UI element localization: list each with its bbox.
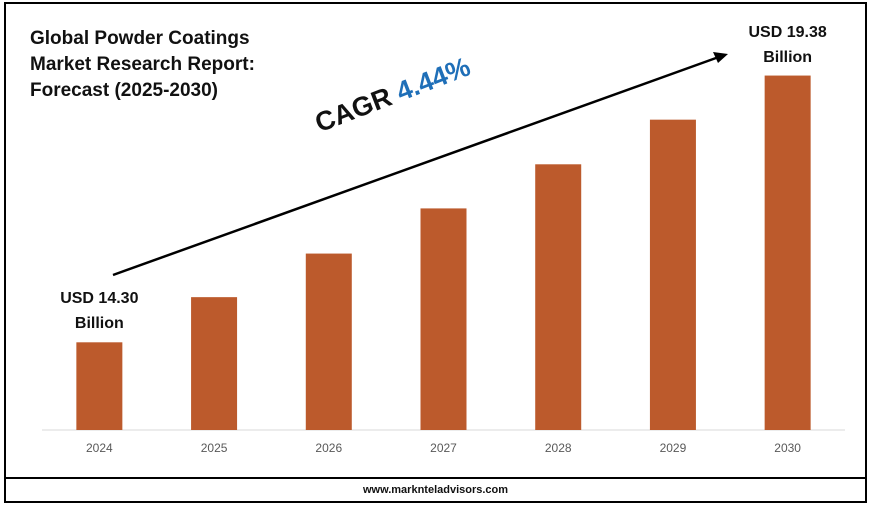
footer-url: www.marknteladvisors.com [362,484,509,496]
value-label: USD 14.30 Billion [60,290,139,333]
x-tick-label: 2026 [315,441,342,455]
bar [191,297,238,430]
bar [649,119,696,430]
x-tick-label: 2029 [660,441,687,455]
bar [535,164,582,430]
arrow-head [713,52,728,63]
x-tick-label: 2030 [774,441,801,455]
bar [76,342,123,430]
x-tick-label: 2025 [201,441,228,455]
bar [305,253,352,430]
x-tick-label: 2024 [86,441,113,455]
bar [420,208,467,430]
x-tick-label: 2027 [430,441,457,455]
trend-arrow [112,56,717,277]
chart-title: Global Powder Coatings Market Research R… [30,28,255,101]
value-label: USD 19.38 Billion [748,23,827,66]
x-tick-label: 2028 [545,441,572,455]
outer-frame [4,2,867,503]
bar [764,75,811,431]
